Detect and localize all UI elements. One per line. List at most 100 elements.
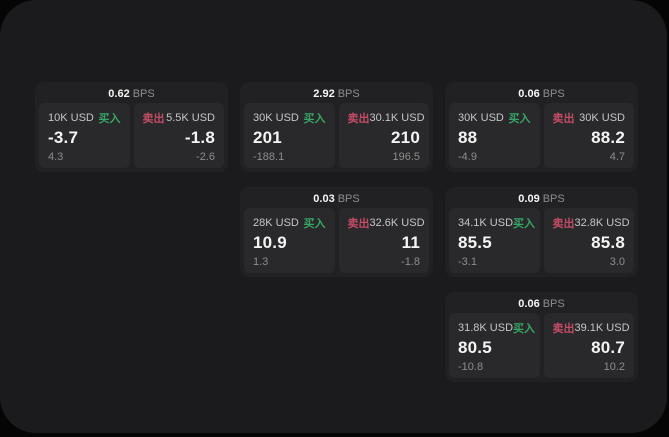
buy-toprow: 30K USD 买入 <box>458 110 531 126</box>
buy-subcard[interactable]: 30K USD 买入 88 -4.9 <box>449 103 540 168</box>
buy-price: 10.9 <box>253 233 287 253</box>
quote-card[interactable]: 2.92 BPS 30K USD 买入 201 -188.1 卖出 30.1K U… <box>240 82 433 172</box>
buy-amount: 30K USD <box>253 112 299 124</box>
sell-amount: 32.6K USD <box>369 217 425 229</box>
sell-amount: 39.1K USD <box>574 322 630 334</box>
card-header: 0.03 BPS <box>244 191 429 207</box>
buy-toprow: 28K USD 买入 <box>253 215 326 231</box>
buy-subcard[interactable]: 30K USD 买入 201 -188.1 <box>244 103 335 168</box>
card-header: 0.06 BPS <box>449 86 634 102</box>
sell-subcard[interactable]: 卖出 32.6K USD 11 -1.8 <box>338 208 429 273</box>
sell-subcard[interactable]: 卖出 5.5K USD -1.8 -2.6 <box>133 103 224 168</box>
quote-card[interactable]: 0.06 BPS 30K USD 买入 88 -4.9 卖出 30K USD 88… <box>445 82 638 172</box>
buy-delta: -188.1 <box>253 151 285 163</box>
buy-delta: -10.8 <box>458 361 484 373</box>
quote-card[interactable]: 0.09 BPS 34.1K USD 买入 85.5 -3.1 卖出 32.8K … <box>445 187 638 277</box>
card-header: 2.92 BPS <box>244 86 429 102</box>
sell-toprow: 卖出 5.5K USD <box>143 110 216 126</box>
buy-delta: -4.9 <box>458 151 477 163</box>
sell-toprow: 卖出 39.1K USD <box>552 320 630 336</box>
sell-side-label: 卖出 <box>552 323 575 335</box>
buy-side-label: 买入 <box>98 113 121 125</box>
card-header: 0.62 BPS <box>39 86 224 102</box>
sell-price: -1.8 <box>184 128 215 148</box>
bps-value: 2.92 <box>313 88 335 100</box>
buy-delta: 4.3 <box>48 151 64 163</box>
buy-subcard[interactable]: 34.1K USD 买入 85.5 -3.1 <box>449 208 540 273</box>
buy-amount: 30K USD <box>458 112 504 124</box>
sell-side-label: 卖出 <box>347 113 370 125</box>
sell-side-label: 卖出 <box>552 218 575 230</box>
buy-delta: -3.1 <box>458 256 477 268</box>
bps-unit-label: BPS <box>337 88 360 100</box>
sell-delta: 3.0 <box>609 256 625 268</box>
sell-subcard[interactable]: 卖出 30K USD 88.2 4.7 <box>543 103 634 168</box>
sell-amount: 5.5K USD <box>166 112 215 124</box>
buy-toprow: 10K USD 买入 <box>48 110 121 126</box>
sell-toprow: 卖出 30.1K USD <box>347 110 425 126</box>
sell-price: 80.7 <box>591 338 625 358</box>
sell-subcard[interactable]: 卖出 39.1K USD 80.7 10.2 <box>543 313 634 378</box>
buy-toprow: 30K USD 买入 <box>253 110 326 126</box>
bps-unit-label: BPS <box>132 88 155 100</box>
sell-price: 85.8 <box>591 233 625 253</box>
sell-delta: 196.5 <box>392 151 420 163</box>
sell-toprow: 卖出 32.6K USD <box>347 215 425 231</box>
buy-side-label: 买入 <box>303 218 326 230</box>
sell-delta: 4.7 <box>609 151 625 163</box>
buy-price: 201 <box>253 128 282 148</box>
card-body: 28K USD 买入 10.9 1.3 卖出 32.6K USD 11 -1.8 <box>244 208 429 273</box>
card-body: 34.1K USD 买入 85.5 -3.1 卖出 32.8K USD 85.8… <box>449 208 634 273</box>
card-header: 0.06 BPS <box>449 296 634 312</box>
sell-toprow: 卖出 32.8K USD <box>552 215 630 231</box>
bps-unit-label: BPS <box>542 88 565 100</box>
sell-side-label: 卖出 <box>347 218 370 230</box>
sell-price: 11 <box>401 233 420 253</box>
quote-card[interactable]: 0.62 BPS 10K USD 买入 -3.7 4.3 卖出 5.5K USD … <box>35 82 228 172</box>
card-body: 30K USD 买入 88 -4.9 卖出 30K USD 88.2 4.7 <box>449 103 634 168</box>
bps-unit-label: BPS <box>542 298 565 310</box>
sell-price: 210 <box>391 128 420 148</box>
sell-delta: -2.6 <box>196 151 215 163</box>
buy-amount: 28K USD <box>253 217 299 229</box>
buy-side-label: 买入 <box>513 323 536 335</box>
buy-amount: 10K USD <box>48 112 94 124</box>
buy-delta: 1.3 <box>253 256 269 268</box>
sell-subcard[interactable]: 卖出 32.8K USD 85.8 3.0 <box>543 208 634 273</box>
buy-toprow: 34.1K USD 买入 <box>458 215 535 231</box>
quote-card[interactable]: 0.06 BPS 31.8K USD 买入 80.5 -10.8 卖出 39.1K… <box>445 292 638 382</box>
card-body: 31.8K USD 买入 80.5 -10.8 卖出 39.1K USD 80.… <box>449 313 634 378</box>
buy-price: -3.7 <box>48 128 79 148</box>
card-header: 0.09 BPS <box>449 191 634 207</box>
buy-side-label: 买入 <box>303 113 326 125</box>
bps-unit-label: BPS <box>542 193 565 205</box>
buy-amount: 31.8K USD <box>458 322 514 334</box>
card-body: 30K USD 买入 201 -188.1 卖出 30.1K USD 210 1… <box>244 103 429 168</box>
buy-price: 85.5 <box>458 233 492 253</box>
sell-delta: 10.2 <box>603 361 625 373</box>
bps-value: 0.62 <box>108 88 130 100</box>
buy-amount: 34.1K USD <box>458 217 514 229</box>
bps-value: 0.06 <box>518 298 540 310</box>
buy-toprow: 31.8K USD 买入 <box>458 320 535 336</box>
sell-subcard[interactable]: 卖出 30.1K USD 210 196.5 <box>338 103 429 168</box>
buy-price: 88 <box>458 128 478 148</box>
bps-value: 0.03 <box>313 193 335 205</box>
buy-subcard[interactable]: 28K USD 买入 10.9 1.3 <box>244 208 335 273</box>
card-body: 10K USD 买入 -3.7 4.3 卖出 5.5K USD -1.8 -2.… <box>39 103 224 168</box>
bps-unit-label: BPS <box>337 193 360 205</box>
sell-amount: 30K USD <box>579 112 625 124</box>
buy-subcard[interactable]: 10K USD 买入 -3.7 4.3 <box>39 103 130 168</box>
buy-subcard[interactable]: 31.8K USD 买入 80.5 -10.8 <box>449 313 540 378</box>
sell-side-label: 卖出 <box>552 113 575 125</box>
quote-card[interactable]: 0.03 BPS 28K USD 买入 10.9 1.3 卖出 32.6K USD… <box>240 187 433 277</box>
sell-price: 88.2 <box>591 128 625 148</box>
bps-value: 0.09 <box>518 193 540 205</box>
sell-toprow: 卖出 30K USD <box>553 110 626 126</box>
sell-side-label: 卖出 <box>142 113 165 125</box>
buy-price: 80.5 <box>458 338 492 358</box>
sell-delta: -1.8 <box>401 256 420 268</box>
sell-amount: 32.8K USD <box>574 217 630 229</box>
